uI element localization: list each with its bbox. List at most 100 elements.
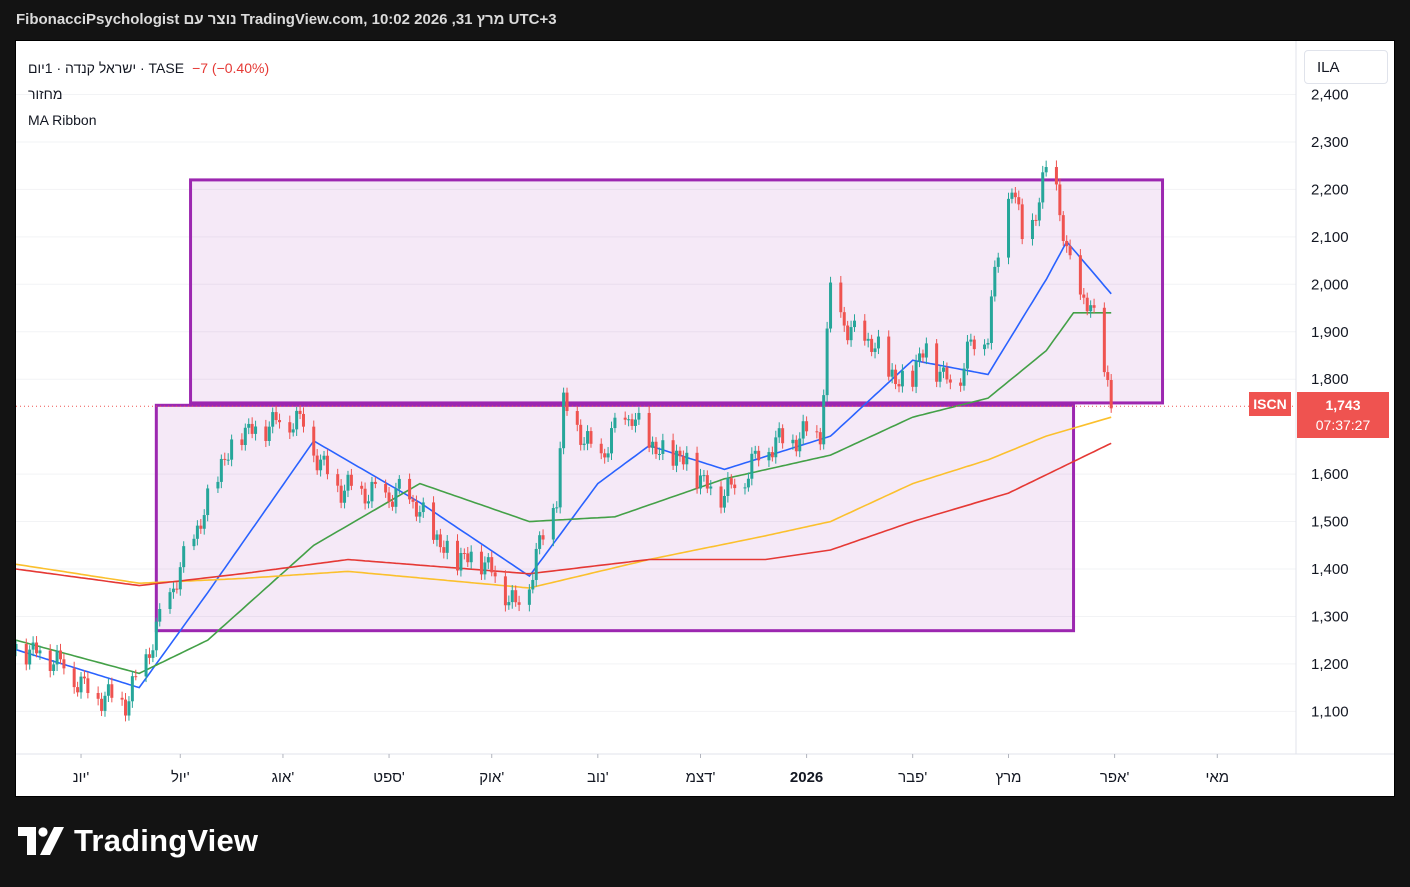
candle-body xyxy=(589,431,593,444)
candle-body xyxy=(346,474,350,491)
rectangle-drawings xyxy=(154,178,1165,633)
candle-body xyxy=(965,341,969,369)
candle-body xyxy=(82,676,86,679)
candle-body xyxy=(698,475,702,489)
candle-body xyxy=(863,320,867,341)
candle-body xyxy=(216,481,220,489)
x-tick-label: ספט' xyxy=(373,769,405,786)
indicator-ma-ribbon[interactable]: MA Ribbon xyxy=(28,112,97,128)
chart-frame[interactable]: 2,400 2,300 2,200 2,100 2,000 1,900 1,800 1,600… xyxy=(15,40,1395,797)
candle-body xyxy=(462,553,466,555)
moving-average-line xyxy=(16,240,1112,689)
x-tick-label: 2026 xyxy=(790,769,823,786)
candle-body xyxy=(1037,202,1041,221)
candle-body xyxy=(1106,372,1110,381)
currency-label[interactable]: ILA xyxy=(1304,50,1388,84)
candle-body xyxy=(100,698,104,711)
candle-body xyxy=(959,382,963,386)
candle-body xyxy=(48,650,52,671)
candle-body xyxy=(158,608,162,622)
candle-body xyxy=(1065,240,1069,247)
candle-body xyxy=(1109,380,1113,409)
candle-body xyxy=(493,572,497,577)
candle-body xyxy=(767,452,771,461)
candle-body xyxy=(743,487,747,489)
candle-body xyxy=(538,535,542,549)
candle-body xyxy=(777,428,781,438)
chart-canvas[interactable]: 2,400 2,300 2,200 2,100 2,000 1,900 1,800 1,600… xyxy=(16,41,1394,796)
candle-body xyxy=(562,392,566,449)
candle-body xyxy=(541,535,545,540)
symbol-legend[interactable]: ישראל קנדה · 1יום · TASE −7 (−0.40%) xyxy=(28,55,269,81)
candle-body xyxy=(130,676,134,702)
indicator-volume[interactable]: מחזור xyxy=(28,86,63,102)
x-tick-label: אוג' xyxy=(272,769,295,786)
candle-body xyxy=(781,428,785,444)
candle-body xyxy=(24,643,28,665)
candle-body xyxy=(387,492,391,502)
candle-body xyxy=(1034,219,1038,221)
candle-body xyxy=(503,576,507,606)
candle-body xyxy=(627,419,631,421)
candle-body xyxy=(195,525,199,539)
candle-body xyxy=(319,459,323,471)
candle-body xyxy=(1061,215,1065,241)
symbol-line: ישראל קנדה · 1יום · TASE xyxy=(28,60,185,76)
candle-body xyxy=(411,499,415,502)
candle-body xyxy=(678,450,682,457)
candle-body xyxy=(791,439,795,444)
candle-body xyxy=(271,412,275,427)
candle-body xyxy=(408,478,412,500)
candle-body xyxy=(948,379,952,383)
candle-body xyxy=(825,328,829,396)
candle-body xyxy=(705,475,709,489)
candle-body xyxy=(822,395,826,445)
candle-body xyxy=(770,452,774,458)
x-tick-label: יול' xyxy=(171,769,190,786)
candle-body xyxy=(219,458,223,482)
candle-body xyxy=(96,693,100,699)
y-tick-label: 1,600 xyxy=(1311,466,1349,483)
candle-body xyxy=(1085,297,1089,312)
candle-body xyxy=(921,353,925,358)
candle-body xyxy=(613,417,617,429)
candle-body xyxy=(1017,197,1021,205)
candle-body xyxy=(178,567,182,590)
candle-body xyxy=(298,410,302,414)
candle-body xyxy=(58,650,62,660)
candle-body xyxy=(264,426,268,441)
candle-body xyxy=(986,342,990,345)
candle-body xyxy=(1092,305,1096,308)
candle-body xyxy=(675,450,679,466)
candle-body xyxy=(603,453,607,458)
candle-body xyxy=(839,282,843,313)
candle-body xyxy=(147,654,151,658)
candle-body xyxy=(531,579,535,590)
price-change: −7 (−0.40%) xyxy=(192,60,270,76)
y-tick-label: 1,200 xyxy=(1311,656,1349,673)
candle-body xyxy=(278,420,282,423)
candle-body xyxy=(722,495,726,508)
y-tick-label: 1,100 xyxy=(1311,703,1349,720)
candle-body xyxy=(247,423,251,428)
candle-body xyxy=(360,485,364,489)
candle-body xyxy=(534,548,538,580)
candle-body xyxy=(555,507,559,509)
x-tick-label: אוק' xyxy=(479,769,504,786)
candle-body xyxy=(606,453,610,458)
candle-body xyxy=(325,455,329,475)
candle-body xyxy=(514,590,518,603)
candle-body xyxy=(657,453,661,455)
candle-body xyxy=(842,312,846,326)
candle-body xyxy=(623,417,627,420)
candle-body xyxy=(746,478,750,488)
candle-body xyxy=(1068,246,1072,256)
candle-body xyxy=(630,419,634,426)
candle-body xyxy=(343,490,347,503)
candle-body xyxy=(223,458,227,460)
candle-body xyxy=(651,441,655,448)
candle-body xyxy=(312,426,316,456)
candle-body xyxy=(938,371,942,382)
candle-body xyxy=(124,699,128,716)
candle-body xyxy=(818,432,822,445)
